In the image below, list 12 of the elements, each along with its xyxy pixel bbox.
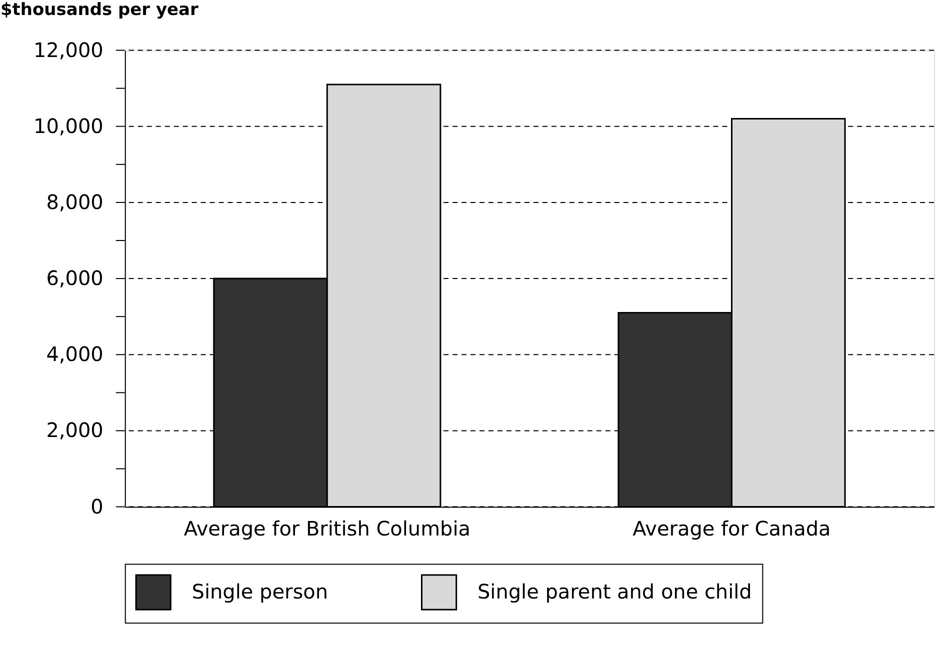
y-tick-label: 2,000 — [46, 418, 104, 442]
y-tick-label: 6,000 — [46, 266, 104, 290]
y-tick-label: 12,000 — [34, 38, 104, 62]
y-axis-title: $thousands per year — [0, 0, 199, 20]
y-tick-label: 4,000 — [46, 342, 104, 366]
y-tick-label: 0 — [90, 494, 104, 518]
x-tick-label: Average for British Columbia — [184, 516, 470, 540]
legend-label: Single parent and one child — [477, 579, 752, 604]
y-tick-label: 8,000 — [46, 190, 104, 214]
y-tick-label: 10,000 — [34, 114, 104, 138]
legend-label: Single person — [192, 579, 328, 604]
x-tick-label: Average for Canada — [632, 516, 831, 540]
